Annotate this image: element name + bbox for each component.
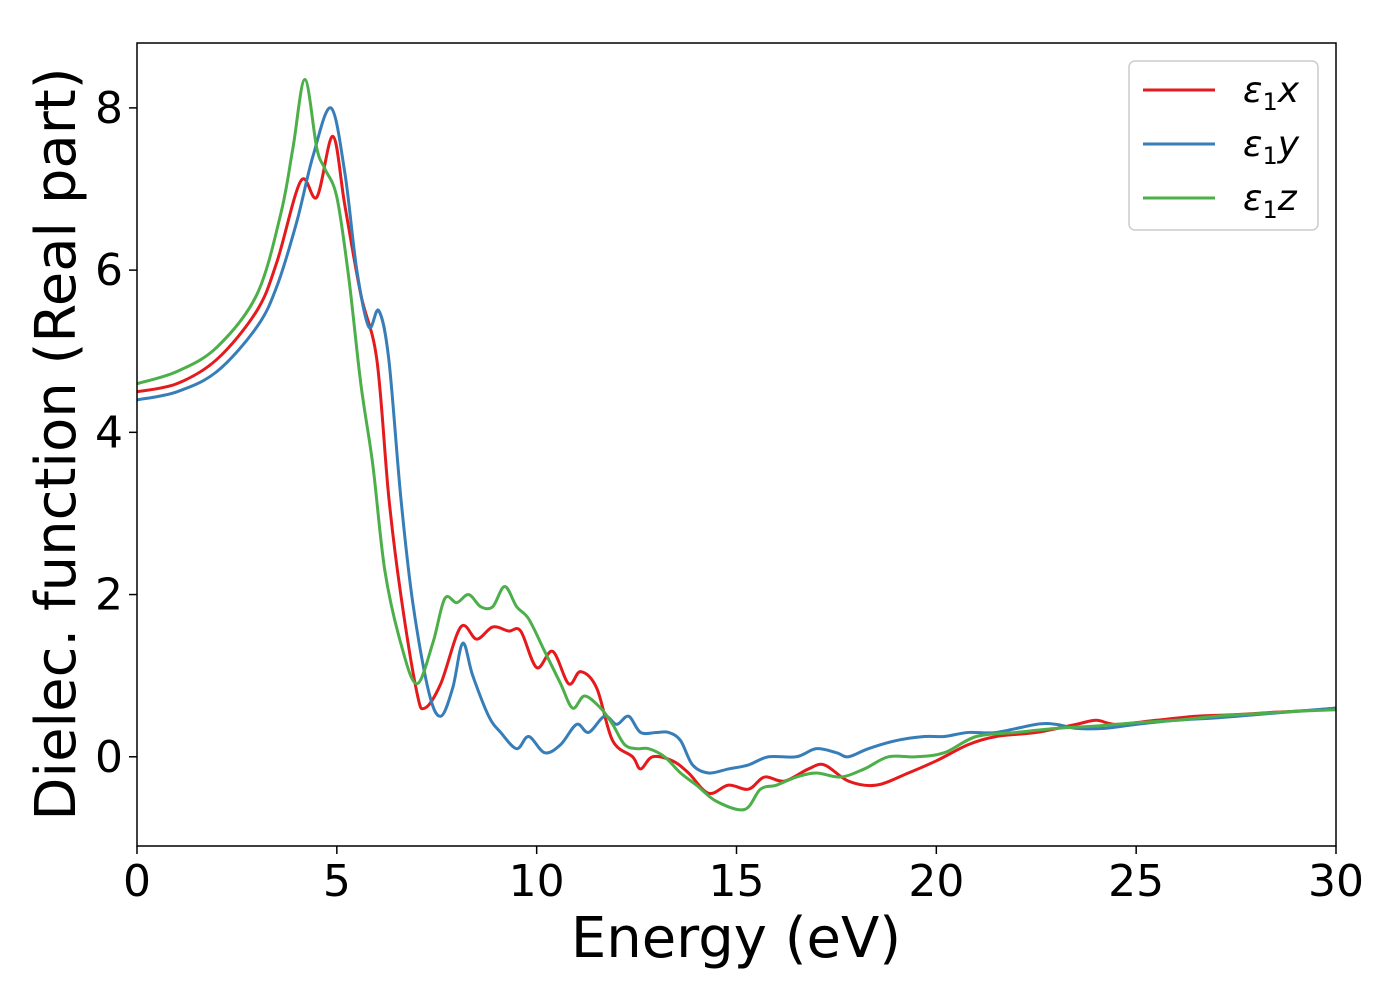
y-tick-label: 4 (95, 407, 123, 458)
legend-label-x: ε1x (1243, 70, 1300, 116)
y-tick-label: 2 (95, 570, 123, 621)
legend-label-y: ε1y (1243, 124, 1300, 170)
x-tick-label: 30 (1308, 856, 1364, 907)
x-tick-label: 25 (1108, 856, 1164, 907)
x-tick-label: 15 (709, 856, 765, 907)
x-tick-label: 20 (908, 856, 964, 907)
y-tick-label: 6 (95, 245, 123, 296)
legend-box (1128, 60, 1319, 231)
series-line-z (137, 78, 1336, 812)
x-axis-title: Energy (eV) (571, 906, 901, 971)
x-tick-label: 10 (509, 856, 565, 907)
series-layer (137, 78, 1336, 812)
y-axis-title: Dielec. function (Real part) (24, 67, 89, 820)
x-tick-label: 0 (123, 856, 151, 907)
y-tick-label: 8 (95, 83, 123, 134)
legend: ε1x ε1y ε1z (1128, 60, 1319, 231)
legend-label-z: ε1z (1243, 178, 1298, 224)
ticks-layer: 0 5 10 15 20 25 30 0 2 4 6 8 (95, 83, 1364, 907)
y-tick-label: 0 (95, 732, 123, 783)
x-tick-label: 5 (323, 856, 351, 907)
